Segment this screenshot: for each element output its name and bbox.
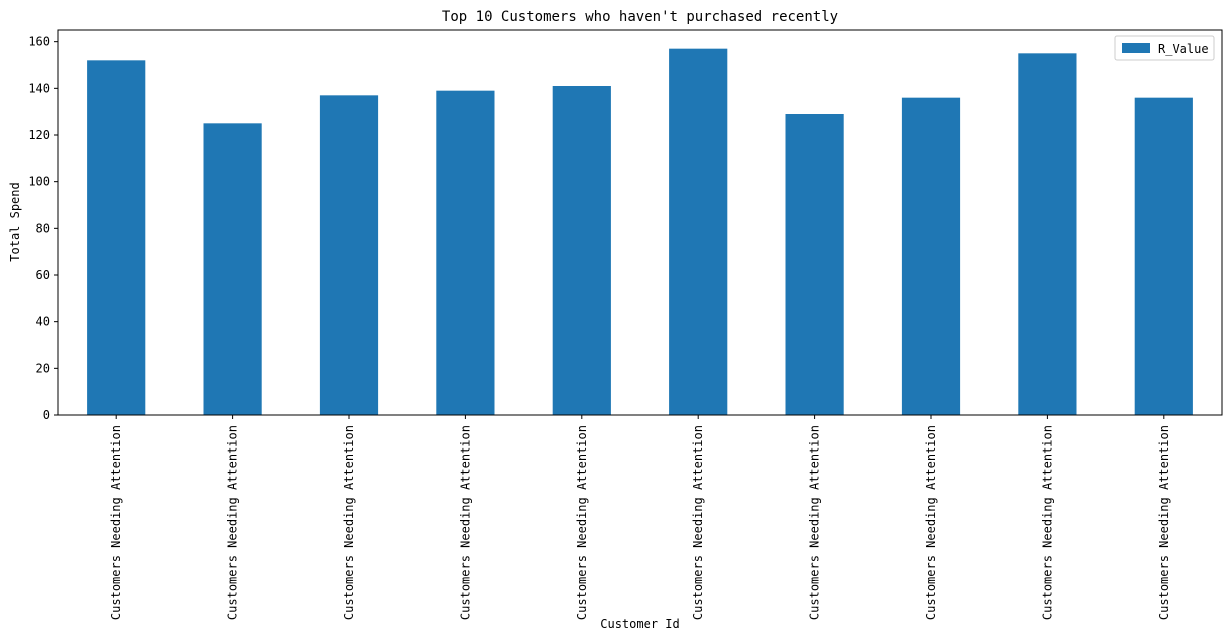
bar-3 — [319, 95, 379, 415]
x-axis-label: Customer Id — [600, 617, 679, 631]
bar-1 — [87, 60, 146, 415]
bar-4 — [436, 90, 495, 416]
legend: R_Value — [1114, 35, 1215, 61]
chart-title: Top 10 Customers who haven't purchased r… — [442, 9, 838, 25]
x-tick-label-7: Customers Needing Attention — [808, 425, 822, 620]
plot-frame — [57, 29, 1223, 416]
bar-6 — [669, 48, 728, 416]
y-tick-label-160: 160 — [28, 35, 50, 49]
bars-group — [87, 48, 1193, 416]
x-tick-label-4: Customers Needing Attention — [458, 425, 472, 620]
x-tick-label-10: Customers Needing Attention — [1157, 425, 1171, 620]
x-tick-label-2: Customers Needing Attention — [226, 425, 240, 620]
legend-swatch — [1122, 43, 1150, 53]
x-tick-label-9: Customers Needing Attention — [1040, 425, 1054, 620]
x-tick-label-6: Customers Needing Attention — [691, 425, 705, 620]
x-tick-label-3: Customers Needing Attention — [342, 425, 356, 620]
y-tick-label-80: 80 — [36, 221, 50, 235]
y-tick-label-40: 40 — [36, 315, 50, 329]
legend-box — [1114, 35, 1215, 61]
x-tick-label-1: Customers Needing Attention — [109, 425, 123, 620]
bar-8 — [901, 97, 961, 416]
y-axis-ticks: 0 20 40 60 80 100 120 140 160 — [28, 35, 58, 422]
y-axis-label: Total Spend — [8, 182, 22, 261]
x-tick-label-8: Customers Needing Attention — [924, 425, 938, 620]
x-axis-ticks: Customers Needing Attention Customers Nee… — [109, 415, 1171, 620]
y-tick-label-20: 20 — [36, 361, 50, 375]
y-tick-label-0: 0 — [43, 408, 50, 422]
bar-7 — [785, 114, 844, 415]
y-tick-label-120: 120 — [28, 128, 50, 142]
bar-9 — [1018, 53, 1077, 415]
legend-label: R_Value — [1158, 42, 1209, 56]
bar-2 — [203, 123, 262, 415]
y-tick-label-60: 60 — [36, 268, 50, 282]
bar-10 — [1134, 97, 1193, 416]
y-tick-label-140: 140 — [28, 81, 50, 95]
bar-5 — [552, 86, 611, 415]
y-tick-label-100: 100 — [28, 175, 50, 189]
x-tick-label-5: Customers Needing Attention — [575, 425, 589, 620]
